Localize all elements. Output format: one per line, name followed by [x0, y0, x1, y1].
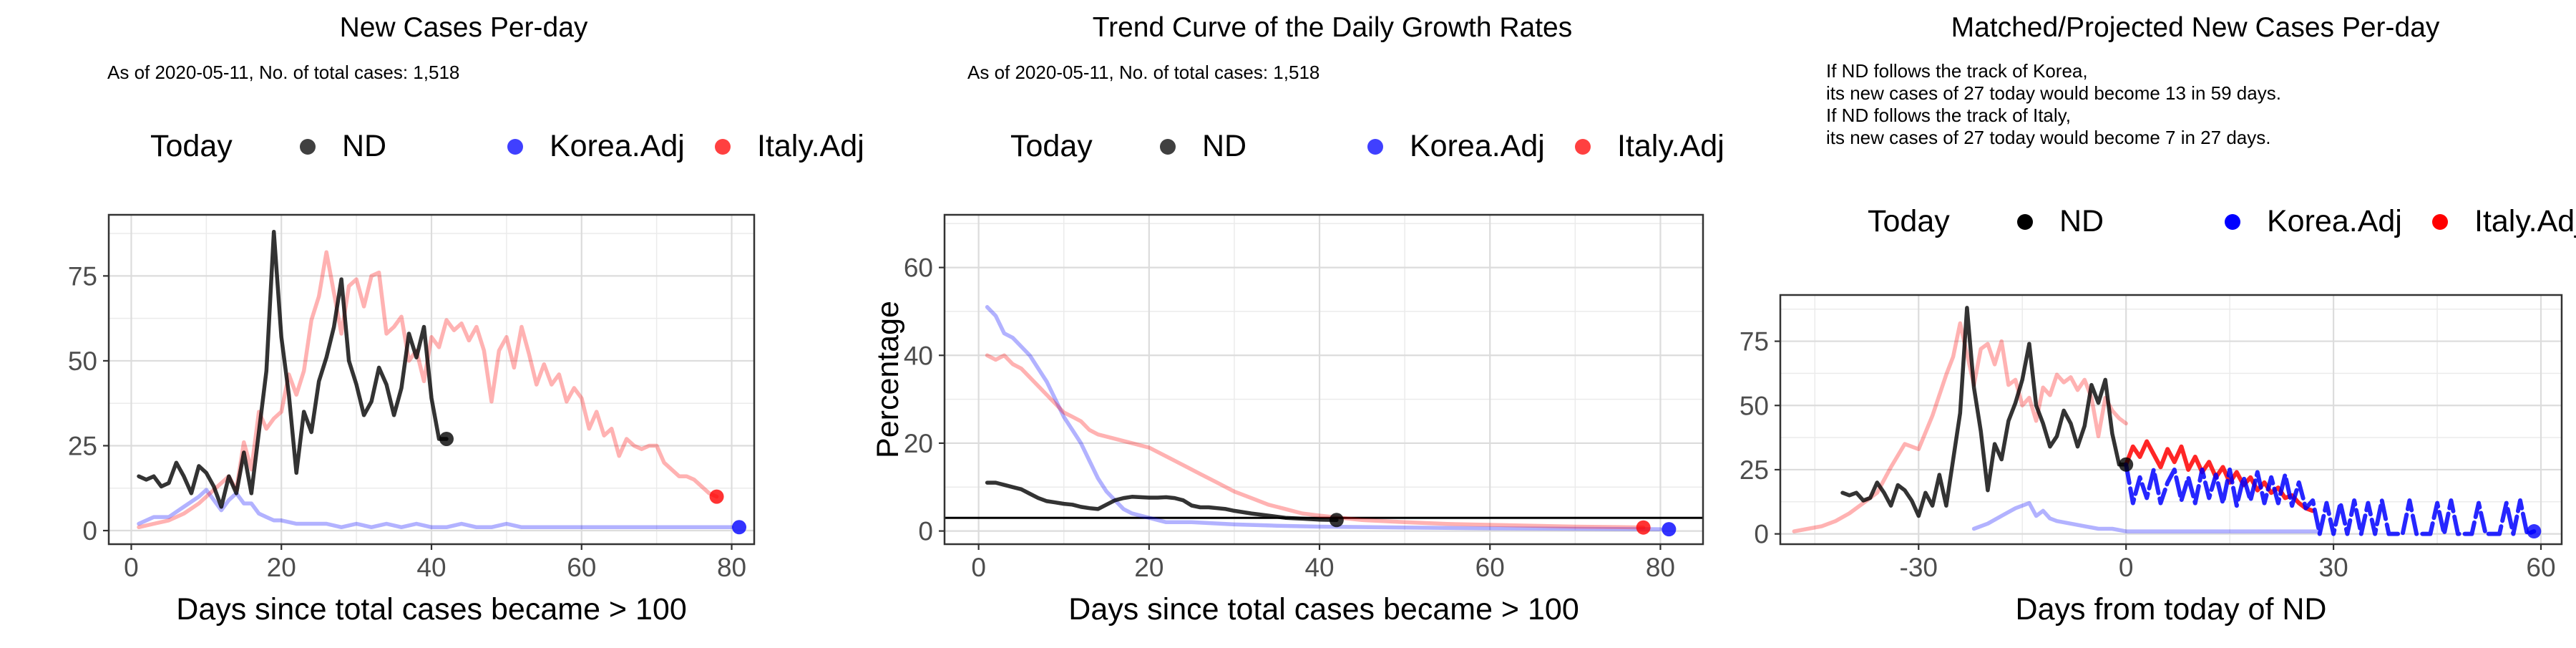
chart-panel-3: Matched/Projected New Cases Per-day If ND… — [1740, 12, 2576, 627]
legend-symbol — [2225, 214, 2240, 230]
legend-symbol — [1575, 139, 1591, 155]
x-axis-title: Days since total cases became > 100 — [176, 592, 686, 627]
legend-symbol — [2017, 214, 2033, 230]
x-tick-label: 20 — [267, 553, 296, 582]
legend: Today ND Korea.Adj Italy.Adj — [150, 129, 864, 163]
legend-symbol — [507, 139, 523, 155]
y-tick-label: 50 — [68, 347, 97, 376]
today-point-italy-adj — [709, 489, 724, 504]
legend: Today ND Korea.Adj Italy.Adj — [1868, 204, 2576, 238]
y-tick-label: 0 — [918, 517, 933, 546]
legend-label: Korea.Adj — [1410, 129, 1545, 163]
series-line-korea-adj — [985, 305, 1663, 531]
x-tick-label: 80 — [1646, 553, 1675, 582]
chart-panel-2: Trend Curve of the Daily Growth Rates As … — [871, 12, 1724, 627]
x-tick-label: -30 — [1900, 553, 1938, 582]
legend-symbol — [1160, 139, 1176, 155]
legend-label: ND — [1202, 129, 1246, 163]
x-tick-label: 20 — [1134, 553, 1163, 582]
legend-title: Today — [1010, 129, 1093, 163]
y-tick-label: 0 — [82, 516, 97, 546]
series-line-nd — [137, 229, 449, 509]
annotation-line: its new cases of 27 today would become 1… — [1826, 82, 2281, 104]
today-point-italy-adj — [1636, 520, 1651, 535]
plot-border — [943, 213, 1704, 546]
plot-area — [1780, 295, 2562, 544]
series-line-korea-adj — [1971, 500, 2322, 533]
series-line-italy-adj — [985, 353, 1646, 530]
today-point-nd — [2119, 457, 2134, 472]
chart-subtitle: As of 2020-05-11, No. of total cases: 1,… — [107, 62, 459, 83]
today-point-korea-adj — [1662, 522, 1677, 537]
series-line-nd — [1840, 306, 2128, 518]
today-point-nd — [439, 431, 454, 446]
y-tick-label: 60 — [904, 253, 933, 283]
x-tick-label: 30 — [2319, 553, 2348, 582]
x-tick-label: 40 — [416, 553, 446, 582]
legend-label: Italy.Adj — [2474, 204, 2576, 238]
x-tick-label: 0 — [971, 553, 986, 582]
x-tick-label: 60 — [1475, 553, 1505, 582]
x-tick-label: 60 — [2526, 553, 2555, 582]
annotation-line: If ND follows the track of Italy, — [1826, 105, 2071, 126]
legend-title: Today — [1868, 204, 1950, 238]
today-point-korea-adj-projected — [2527, 524, 2542, 539]
y-tick-label: 25 — [1740, 455, 1769, 485]
legend-label: ND — [342, 129, 386, 163]
today-point-korea-adj — [732, 520, 747, 535]
y-tick-label: 25 — [68, 431, 97, 460]
y-tick-label: 75 — [1740, 327, 1769, 357]
legend-symbol — [2432, 214, 2448, 230]
legend-label: Italy.Adj — [757, 129, 864, 163]
chart-title: Trend Curve of the Daily Growth Rates — [1093, 12, 1572, 43]
x-axis-title: Days from today of ND — [2016, 592, 2327, 627]
x-tick-label: 80 — [717, 553, 746, 582]
today-point-nd — [1329, 513, 1344, 528]
legend-label: Korea.Adj — [2267, 204, 2402, 238]
legend-label: Italy.Adj — [1617, 129, 1724, 163]
x-tick-label: 40 — [1304, 553, 1334, 582]
legend-title: Today — [150, 129, 233, 163]
plot-area — [945, 215, 1703, 544]
x-tick-label: 0 — [2119, 553, 2134, 582]
legend-symbol — [715, 139, 731, 155]
series-line-nd — [985, 480, 1339, 523]
series-line-korea-adj-projected — [2124, 462, 2537, 536]
legend: Today ND Korea.Adj Italy.Adj — [1010, 129, 1724, 163]
legend-label: Korea.Adj — [550, 129, 685, 163]
plot-border — [1779, 294, 2563, 546]
series-group — [137, 229, 734, 530]
annotation-line: If ND follows the track of Korea, — [1826, 60, 2088, 82]
x-tick-label: 60 — [567, 553, 596, 582]
y-tick-label: 50 — [1740, 391, 1769, 420]
series-group — [985, 305, 1663, 531]
x-axis-title: Days since total cases became > 100 — [1068, 592, 1579, 627]
series-line-korea-adj — [137, 488, 734, 530]
y-axis-title: Percentage — [871, 301, 905, 458]
legend-symbol — [300, 139, 316, 155]
annotation-line: its new cases of 27 today would become 7… — [1826, 127, 2270, 148]
y-tick-label: 20 — [904, 429, 933, 458]
grid — [945, 215, 1703, 544]
chart-title: Matched/Projected New Cases Per-day — [1951, 12, 2440, 43]
y-tick-label: 0 — [1754, 520, 1769, 549]
y-tick-label: 75 — [68, 261, 97, 291]
series-line-italy-adj — [137, 250, 719, 530]
chart-title: New Cases Per-day — [340, 12, 588, 43]
legend-symbol — [1367, 139, 1383, 155]
grid — [1780, 295, 2562, 544]
series-group — [1792, 306, 2537, 536]
legend-label: ND — [2059, 204, 2104, 238]
chart-panel-1: New Cases Per-day As of 2020-05-11, No. o… — [68, 12, 864, 627]
y-tick-label: 40 — [904, 341, 933, 370]
x-tick-label: 0 — [124, 553, 139, 582]
chart-subtitle: As of 2020-05-11, No. of total cases: 1,… — [967, 62, 1319, 83]
